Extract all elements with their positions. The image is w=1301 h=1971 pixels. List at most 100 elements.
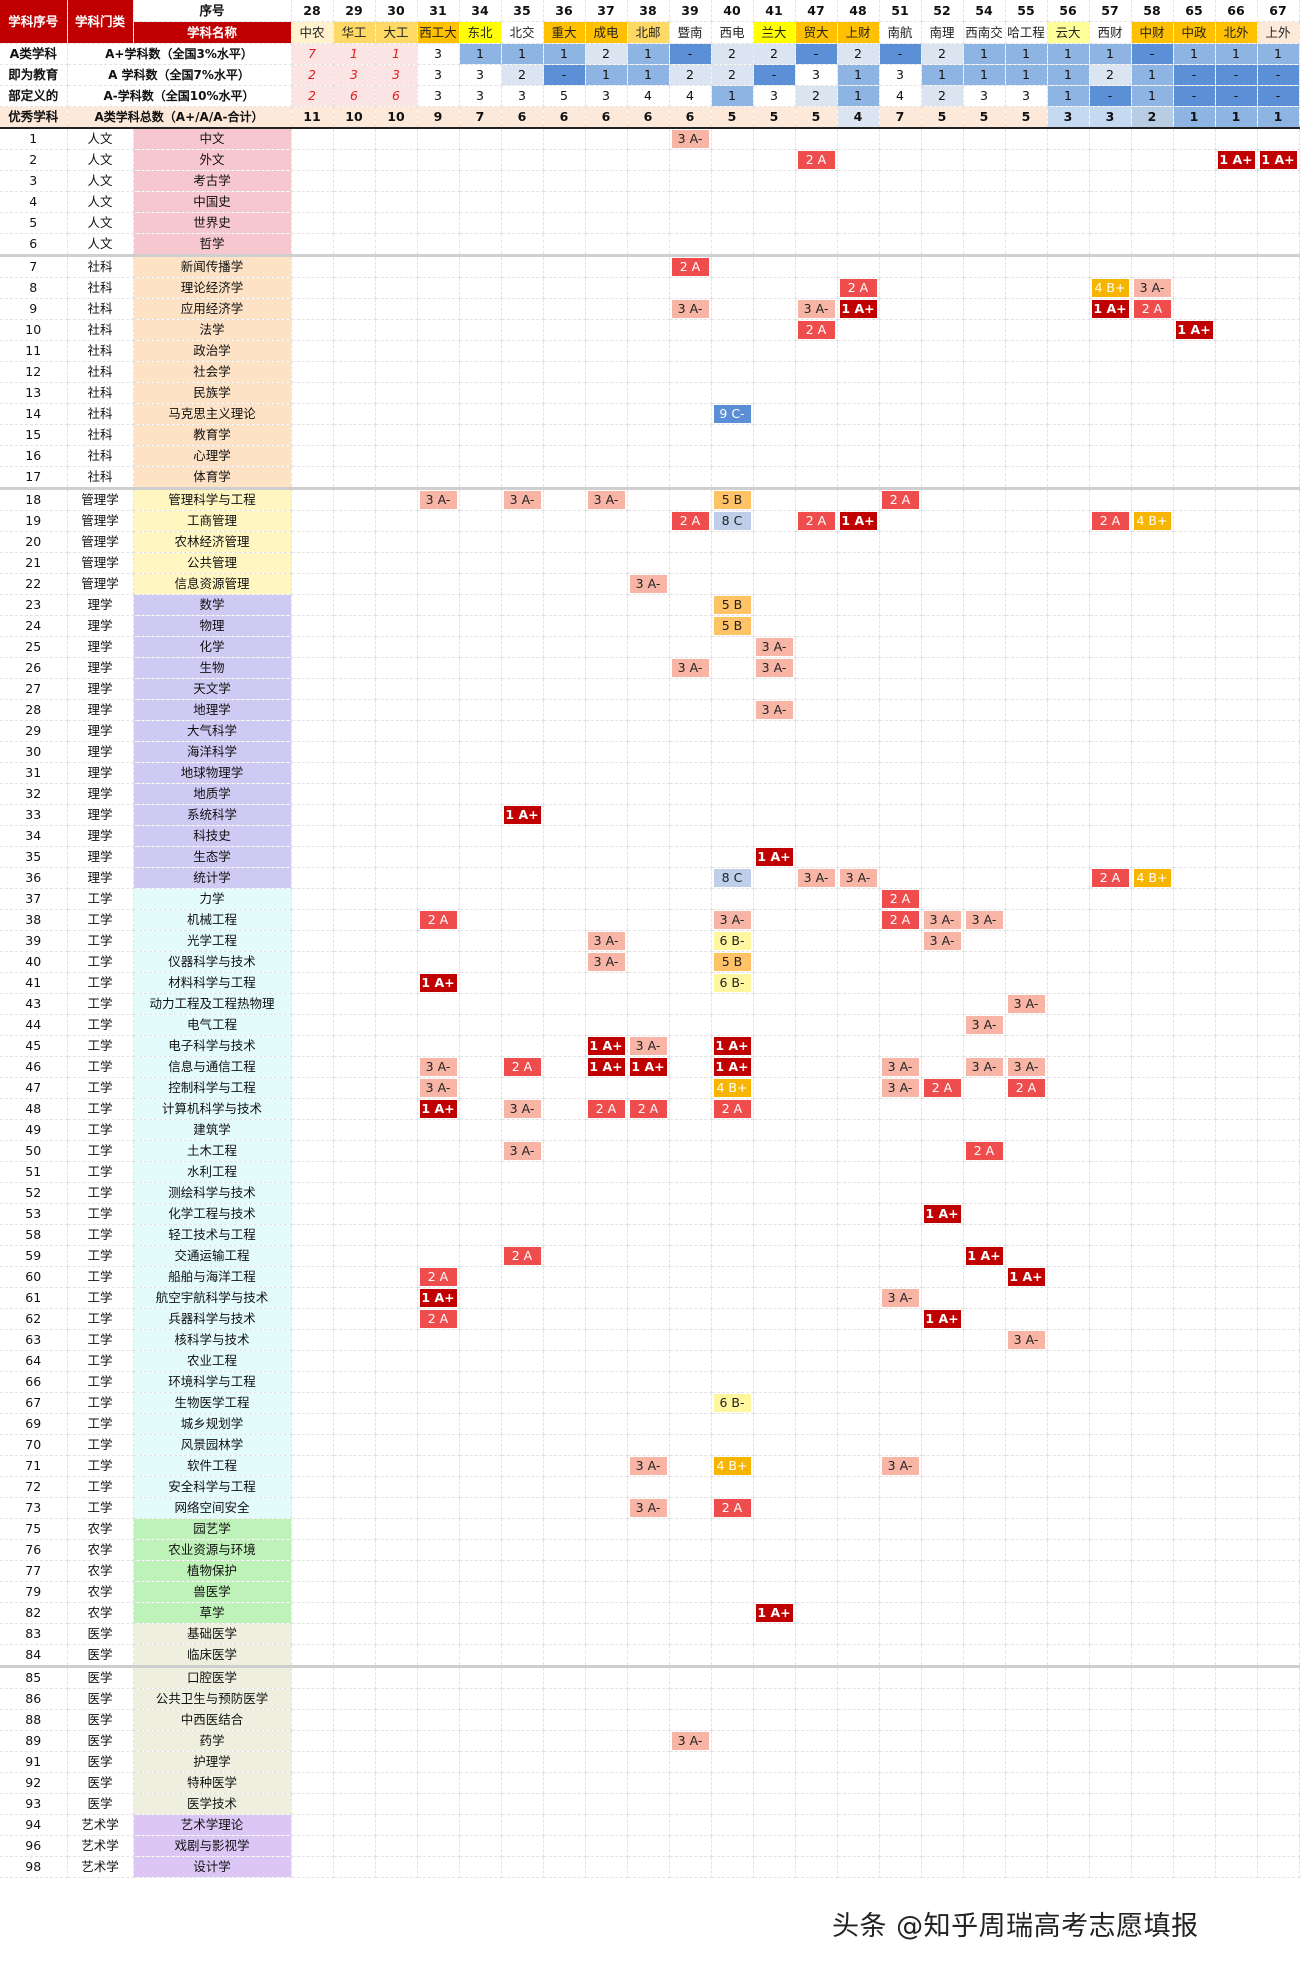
empty-cell	[501, 128, 544, 150]
empty-cell	[1089, 825, 1132, 847]
subject-category: 理学	[67, 741, 134, 763]
empty-cell	[1173, 1730, 1216, 1752]
empty-cell	[543, 930, 586, 952]
empty-cell	[753, 1665, 796, 1689]
empty-cell	[543, 888, 586, 910]
empty-cell	[1215, 1077, 1258, 1099]
empty-cell	[417, 1623, 460, 1645]
empty-cell	[795, 1140, 838, 1162]
empty-cell	[627, 1329, 670, 1351]
subject-name: 机械工程	[133, 909, 292, 931]
subject-id: 9	[0, 298, 68, 320]
empty-cell	[1047, 1665, 1090, 1689]
rating-badge: 2 A	[923, 1079, 961, 1097]
rating-badge: 3 A-	[965, 1058, 1003, 1076]
header-subject-name: 学科名称	[133, 21, 292, 44]
empty-cell	[837, 1161, 880, 1183]
empty-cell	[627, 424, 670, 446]
subject-id: 10	[0, 319, 68, 341]
summary-value: 1	[837, 64, 880, 86]
empty-cell	[921, 1266, 964, 1288]
empty-cell	[711, 741, 754, 763]
empty-cell	[375, 951, 418, 973]
empty-cell	[543, 741, 586, 763]
summary-value: -	[1257, 85, 1300, 107]
empty-cell	[1131, 1329, 1174, 1351]
empty-cell	[753, 678, 796, 700]
empty-cell	[795, 1224, 838, 1246]
empty-cell	[1047, 1392, 1090, 1414]
empty-cell	[1131, 1814, 1174, 1836]
empty-cell	[1047, 846, 1090, 868]
empty-cell	[417, 846, 460, 868]
summary-value: 2	[711, 64, 754, 86]
subject-category: 理学	[67, 867, 134, 889]
rating-badge: 3 A-	[671, 659, 709, 677]
empty-cell	[1047, 1497, 1090, 1519]
subject-id: 73	[0, 1497, 68, 1519]
summary-value: 2	[921, 43, 964, 65]
empty-cell	[417, 951, 460, 973]
empty-cell	[921, 277, 964, 299]
rating-badge: 3 A-	[755, 659, 793, 677]
empty-cell	[333, 298, 376, 320]
empty-cell	[417, 1539, 460, 1561]
empty-cell	[291, 254, 334, 278]
empty-cell	[963, 1077, 1006, 1099]
empty-cell	[1215, 657, 1258, 679]
empty-cell	[795, 128, 838, 150]
empty-cell	[879, 149, 922, 171]
subject-name: 光学工程	[133, 930, 292, 952]
empty-cell	[1131, 254, 1174, 278]
empty-cell	[1215, 1602, 1258, 1624]
school-seq-number: 58	[1131, 0, 1174, 22]
empty-cell	[1215, 1665, 1258, 1689]
empty-cell	[879, 825, 922, 847]
empty-cell	[1047, 277, 1090, 299]
empty-cell	[543, 1476, 586, 1498]
empty-cell	[459, 1856, 502, 1878]
empty-cell	[921, 361, 964, 383]
subject-name: 考古学	[133, 170, 292, 192]
empty-cell	[627, 382, 670, 404]
summary-value: 3	[879, 64, 922, 86]
empty-cell	[1005, 972, 1048, 994]
empty-cell	[417, 1434, 460, 1456]
empty-cell	[417, 1793, 460, 1815]
empty-cell	[375, 1392, 418, 1414]
empty-cell	[459, 1035, 502, 1057]
subject-name: 公共管理	[133, 552, 292, 574]
empty-cell	[1089, 552, 1132, 574]
empty-cell	[753, 233, 796, 256]
rating-badge: 3 A-	[755, 638, 793, 656]
empty-cell	[543, 762, 586, 784]
empty-cell	[291, 1329, 334, 1351]
rating-badge: 1 A+	[1175, 321, 1213, 339]
rating-badge: 3 A-	[629, 575, 667, 593]
empty-cell	[375, 1497, 418, 1519]
empty-cell	[711, 149, 754, 171]
rating-badge: 3 A-	[881, 1079, 919, 1097]
empty-cell	[501, 1602, 544, 1624]
empty-cell	[501, 1455, 544, 1477]
subject-name: 世界史	[133, 212, 292, 234]
subject-id: 82	[0, 1602, 68, 1624]
rating-cell: 3 A-	[627, 1455, 670, 1477]
empty-cell	[543, 1266, 586, 1288]
empty-cell	[1131, 361, 1174, 383]
empty-cell	[795, 846, 838, 868]
empty-cell	[1173, 1350, 1216, 1372]
empty-cell	[963, 1814, 1006, 1836]
empty-cell	[333, 1077, 376, 1099]
empty-cell	[291, 867, 334, 889]
empty-cell	[1047, 510, 1090, 532]
empty-cell	[1089, 382, 1132, 404]
empty-cell	[1131, 1793, 1174, 1815]
empty-cell	[459, 487, 502, 511]
empty-cell	[1215, 254, 1258, 278]
summary-value: 7	[291, 43, 334, 65]
empty-cell	[1089, 1751, 1132, 1773]
empty-cell	[1215, 1814, 1258, 1836]
summary-value: 5	[795, 106, 838, 129]
empty-cell	[879, 1413, 922, 1435]
